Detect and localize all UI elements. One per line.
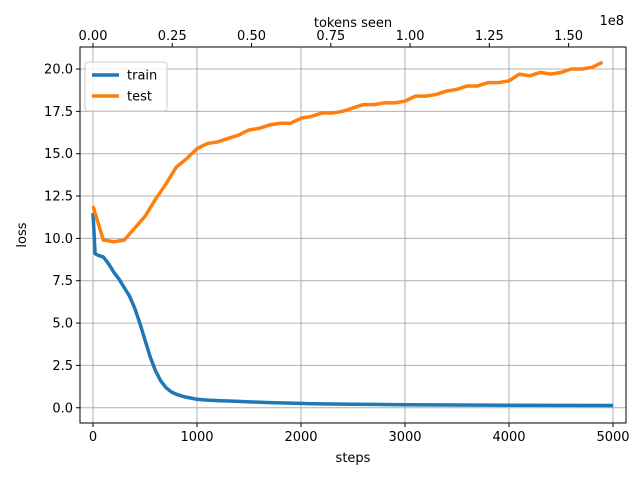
top-x-tick-label: 1.50: [554, 29, 583, 44]
axis-ticks: 0 1000 2000 3000 4000 5000 0.0 2.5 5.0 7.5 10.0 12.…: [44, 29, 630, 445]
x-tick-label: 1000: [180, 430, 213, 445]
top-x-tick-label: 0.00: [79, 29, 108, 44]
x-axis-label: steps: [336, 451, 371, 466]
y-axis-label: loss: [15, 222, 30, 247]
plot-frame: [79, 46, 627, 424]
grid-lines: [80, 47, 626, 423]
x-tick-label: 4000: [492, 430, 525, 445]
x-tick-label: 0: [89, 430, 97, 445]
y-tick-label: 15.0: [44, 147, 73, 162]
top-x-axis-label: tokens seen: [314, 16, 392, 31]
x-tick-label: 2000: [284, 430, 317, 445]
series-line-train: [91, 212, 614, 408]
top-x-tick-label: 0.50: [237, 29, 266, 44]
y-tick-label: 5.0: [52, 317, 73, 332]
x-tick-label: 3000: [388, 430, 421, 445]
series-line-test: [91, 60, 604, 244]
top-x-tick-label: 1.00: [396, 29, 425, 44]
series-lines: [91, 60, 614, 408]
y-tick-label: 20.0: [44, 63, 73, 78]
x-tick-label: 5000: [596, 430, 629, 445]
y-tick-label: 10.0: [44, 232, 73, 247]
legend-label-train: train: [127, 69, 157, 84]
top-x-tick-label: 0.25: [158, 29, 187, 44]
y-tick-label: 12.5: [44, 190, 73, 205]
y-tick-label: 2.5: [52, 359, 73, 374]
top-x-tick-label: 0.75: [316, 29, 345, 44]
legend-label-test: test: [127, 90, 152, 105]
y-tick-label: 7.5: [52, 274, 73, 289]
top-axis-offset-label: 1e8: [599, 14, 624, 29]
legend: train test: [84, 61, 168, 112]
y-tick-label: 17.5: [44, 105, 73, 120]
top-x-tick-label: 1.25: [475, 29, 504, 44]
y-tick-label: 0.0: [52, 401, 73, 416]
